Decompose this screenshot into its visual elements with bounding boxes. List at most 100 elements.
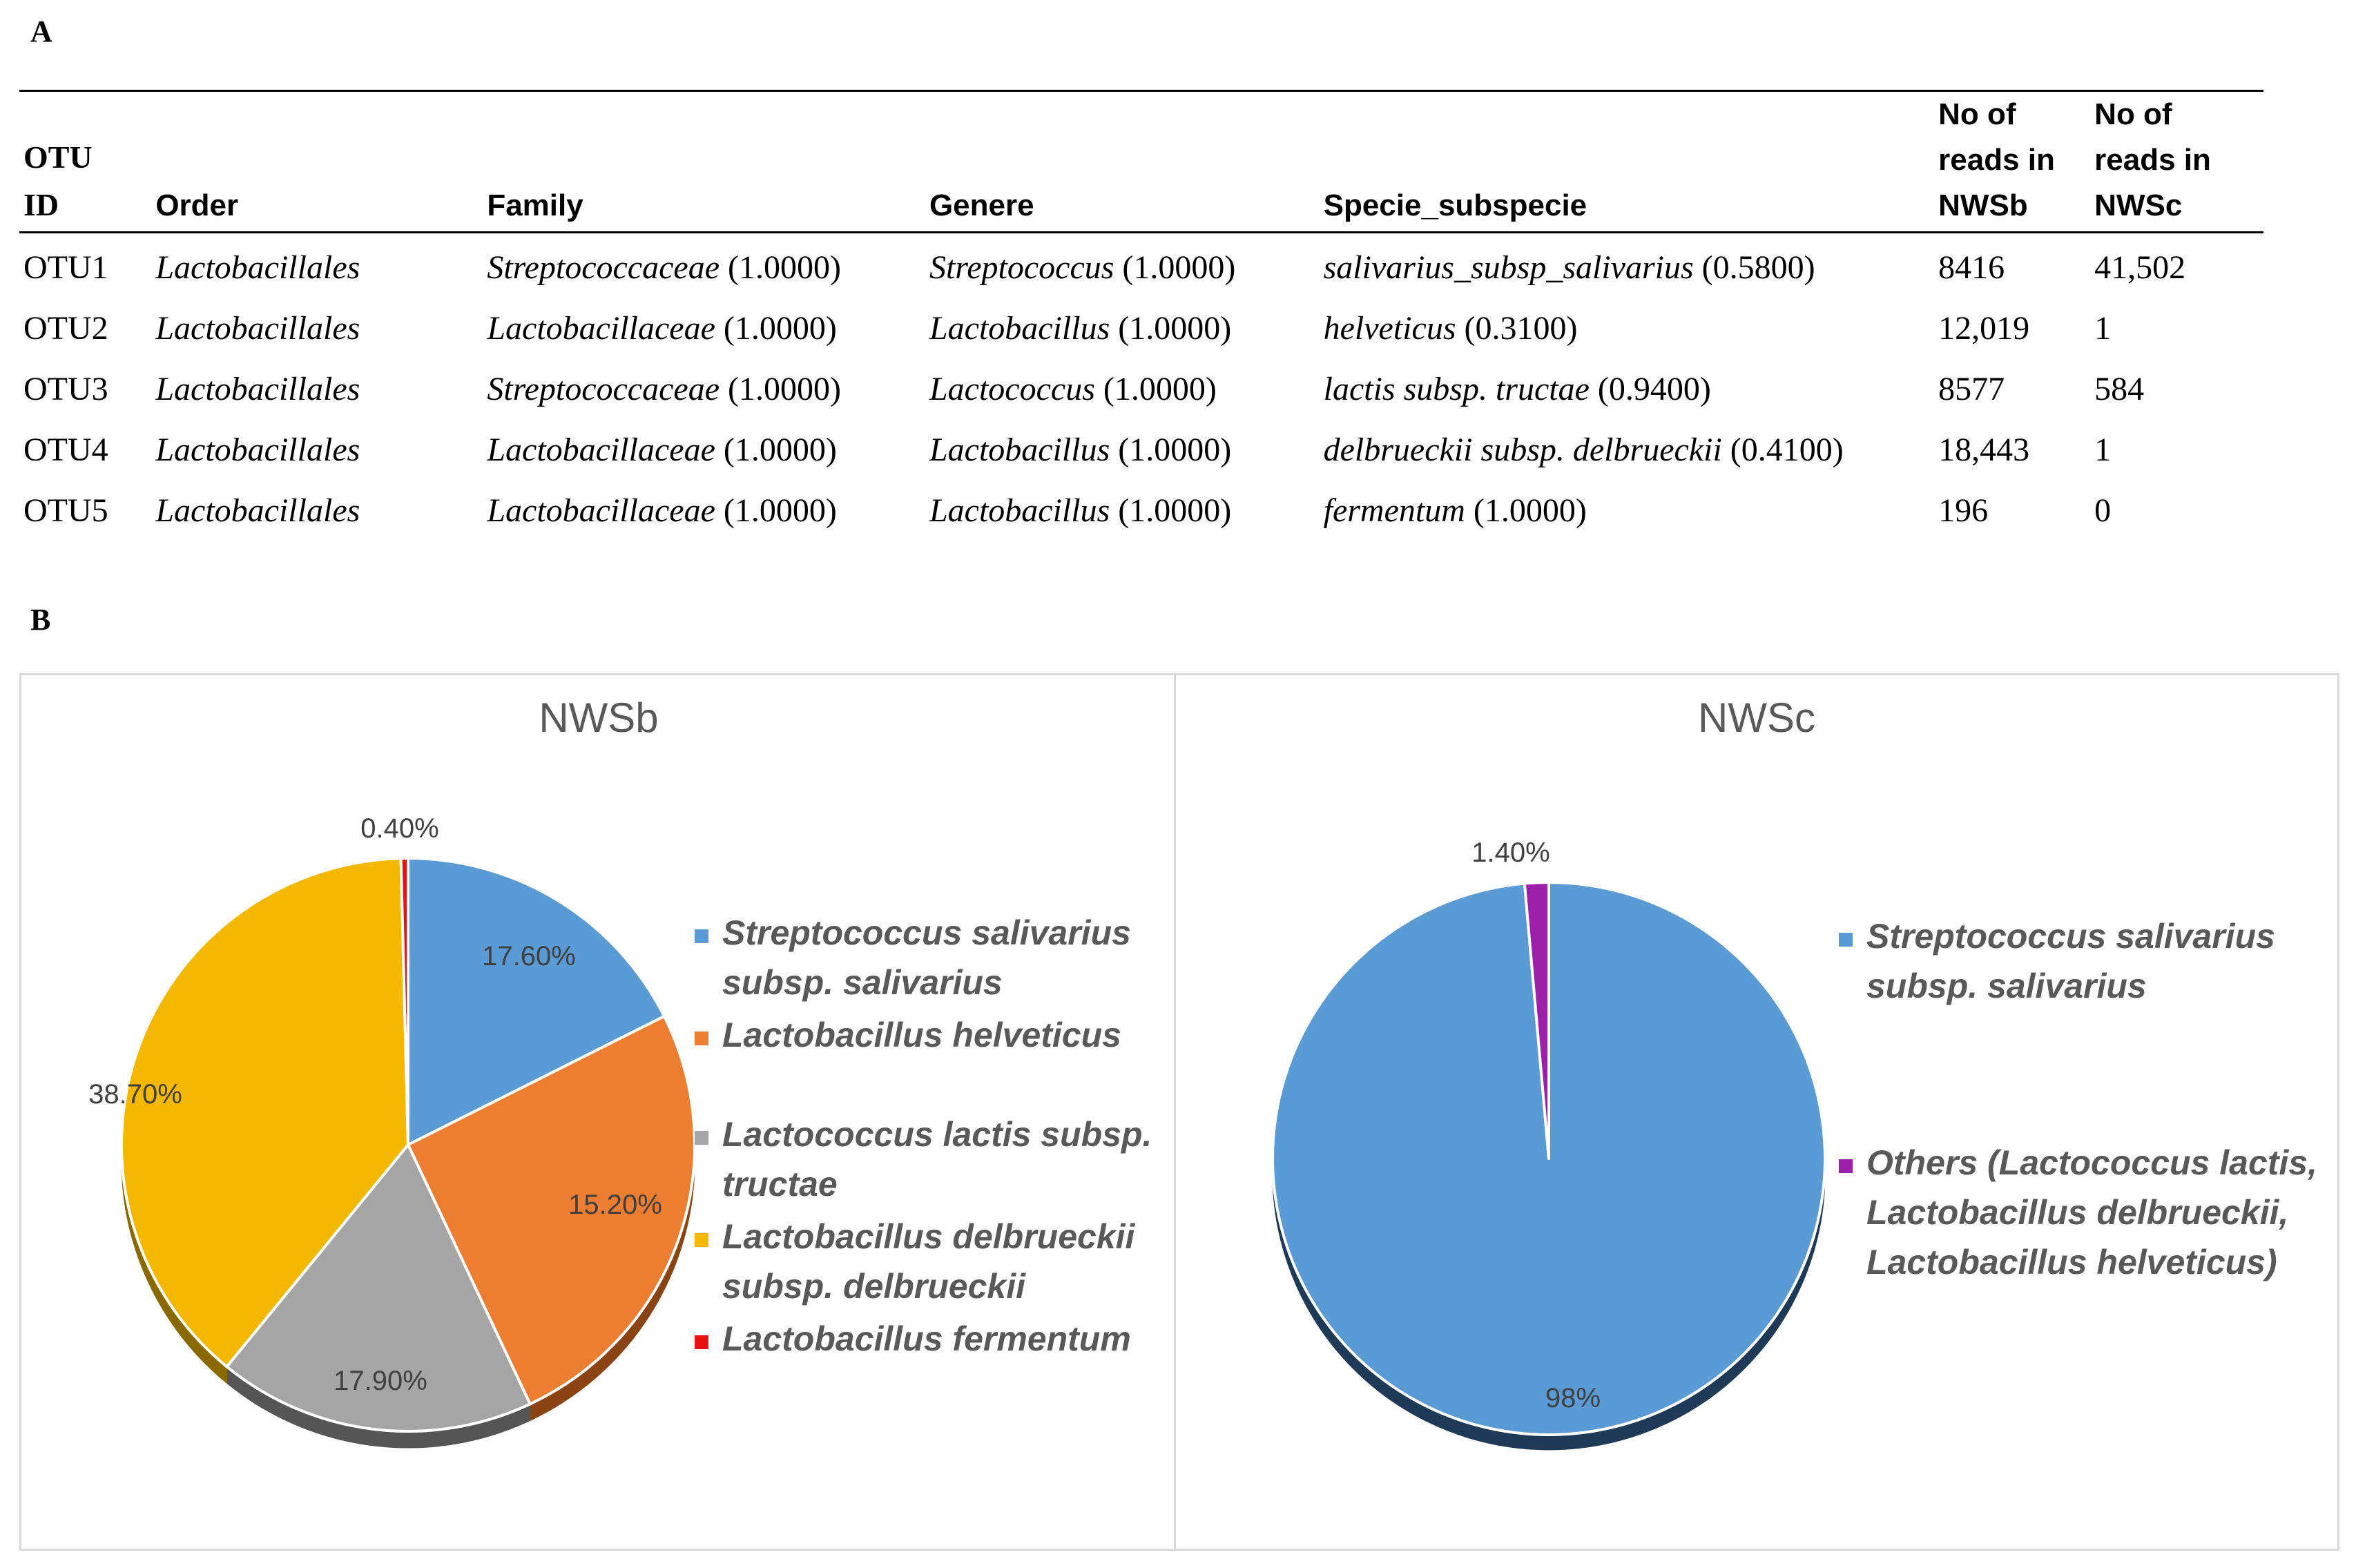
pie-slice: [399, 857, 409, 1146]
cell-genere: Lactobacillus (1.0000): [925, 420, 1320, 481]
cell-order: Lactobacillales: [151, 233, 483, 299]
legend-entry: Streptococcus salivarius: [1866, 917, 2275, 956]
cell-genere-genere: Lactobacillus: [929, 432, 1110, 468]
cell-order: Lactobacillales: [151, 298, 483, 359]
cell-otu-id-otu: OTU1: [23, 249, 108, 286]
cell-nwsb-nwsb: 8577: [1938, 371, 2005, 407]
legend-swatch: [1839, 1159, 1853, 1173]
cell-otu-id-otu: OTU2: [23, 310, 108, 347]
legend-entry: subsp. delbrueckii: [722, 1267, 1026, 1306]
cell-family-family: Lactobacillaceae: [487, 310, 715, 347]
cell-nwsc: 584: [2090, 359, 2263, 420]
cell-nwsb: 12,019: [1934, 298, 2090, 359]
cell-specie-specie: helveticus: [1323, 310, 1456, 347]
table-row: OTU5 Lactobacillales Lactobacillaceae (1.0…: [19, 481, 2263, 541]
header-genere: Genere: [925, 90, 1320, 233]
cell-family: Lactobacillaceae (1.0000): [483, 298, 925, 359]
cell-order: Lactobacillales: [151, 359, 483, 420]
cell-genere-genere-score: (1.0000): [1122, 249, 1236, 286]
header-nwsb: No of reads in NWSb: [1934, 90, 2091, 233]
cell-specie-specie-score: (0.3100): [1464, 310, 1578, 347]
legend-swatch: [695, 929, 708, 943]
header-otu-id: OTU ID: [19, 90, 152, 233]
legend: Streptococcus salivarius subsp. salivariu…: [1839, 917, 2317, 1281]
nwsb-chart-area: NWSb 17.60% 15.20% 17.90% 38.70% 0.40% Strepto…: [19, 673, 1178, 1551]
pie-slice: [407, 1014, 696, 1406]
cell-genere-genere: Lactobacillus: [929, 310, 1110, 347]
data-label: 98%: [1545, 1383, 1601, 1413]
cell-nwsb: 8577: [1934, 359, 2090, 420]
cell-nwsc: 41,502: [2090, 233, 2263, 299]
nwsc-chart-area: NWSc 98% 1.40% Streptococcus salivarius subs…: [1174, 673, 2339, 1551]
table-row: OTU3 Lactobacillales Streptococcaceae (1.0…: [19, 359, 2263, 420]
legend-entry: Others (Lactococcus lactis,: [1866, 1143, 2317, 1182]
cell-family: Streptococcaceae (1.0000): [483, 359, 925, 420]
legend-swatch: [1839, 933, 1853, 947]
cell-nwsb: 18,443: [1934, 420, 2090, 481]
cell-specie: lactis subsp. tructae (0.9400): [1320, 359, 1935, 420]
cell-otu-id: OTU2: [19, 298, 151, 359]
cell-specie: salivarius_subsp_salivarius (0.5800): [1320, 233, 1935, 299]
table-row: OTU2 Lactobacillales Lactobacillaceae (1.0…: [19, 298, 2263, 359]
legend-swatch: [695, 1131, 708, 1145]
cell-specie: fermentum (1.0000): [1320, 481, 1935, 541]
legend-entry: Lactobacillus helveticus): [1866, 1243, 2277, 1281]
pie-slice: [407, 857, 666, 1146]
cell-family-family: Lactobacillaceae: [487, 492, 715, 529]
data-label: 17.60%: [482, 941, 576, 971]
pie-slice: [120, 857, 409, 1368]
cell-otu-id: OTU3: [19, 359, 151, 420]
cell-nwsc: 1: [2090, 298, 2263, 359]
data-label: 1.40%: [1471, 838, 1549, 868]
cell-genere-genere: Lactococcus: [929, 371, 1095, 407]
cell-specie-specie-score: (0.4100): [1730, 432, 1844, 468]
header-nwsc: No of reads in NWSc: [2090, 90, 2263, 233]
nwsc-pie-chart: NWSc 98% 1.40% Streptococcus salivarius subs…: [1271, 695, 2317, 1451]
data-label: 38.70%: [88, 1079, 182, 1110]
legend-entry: Lactobacillus helveticus: [722, 1016, 1121, 1054]
panel-b-label: B: [30, 603, 51, 637]
cell-family: Streptococcaceae (1.0000): [483, 233, 925, 299]
cell-family-family: Lactobacillaceae: [487, 432, 715, 468]
cell-genere-genere-score: (1.0000): [1118, 310, 1232, 347]
cell-order-order: Lactobacillales: [155, 492, 360, 529]
data-label: 17.90%: [334, 1366, 427, 1396]
legend-entry: Lactobacillus fermentum: [722, 1319, 1131, 1358]
legend-entry: Lactobacillus delbrueckii: [722, 1217, 1136, 1256]
legend-entry: subsp. salivarius: [722, 963, 1003, 1002]
cell-nwsc: 0: [2090, 481, 2263, 541]
cell-otu-id-otu: OTU3: [23, 371, 108, 407]
cell-genere-genere: Streptococcus: [929, 249, 1114, 286]
cell-family-family-score: (1.0000): [723, 432, 837, 468]
cell-family-family: Streptococcaceae: [487, 249, 720, 286]
cell-genere: Streptococcus (1.0000): [925, 233, 1320, 299]
legend-entry: Lactococcus lactis subsp.: [722, 1115, 1152, 1154]
cell-family-family-score: (1.0000): [723, 310, 837, 347]
chart-title: NWSb: [539, 695, 658, 741]
cell-genere: Lactobacillus (1.0000): [925, 481, 1320, 541]
cell-genere-genere-score: (1.0000): [1103, 371, 1217, 407]
cell-nwsb-nwsb: 12,019: [1938, 310, 2030, 347]
cell-otu-id: OTU1: [19, 233, 151, 299]
cell-nwsb-nwsb: 196: [1938, 492, 1989, 529]
cell-specie: delbrueckii subsp. delbrueckii (0.4100): [1320, 420, 1935, 481]
panel-a-label: A: [30, 14, 52, 48]
cell-family: Lactobacillaceae (1.0000): [483, 420, 925, 481]
legend-entry: Streptococcus salivarius: [722, 913, 1131, 952]
otu-table: OTU ID Order Family Genere Specie_subspec…: [19, 90, 2263, 541]
cell-otu-id: OTU4: [19, 420, 151, 481]
cell-specie-specie: delbrueckii subsp. delbrueckii: [1323, 432, 1722, 468]
data-label: 0.40%: [360, 813, 438, 844]
cell-specie-specie-score: (1.0000): [1473, 492, 1587, 529]
cell-otu-id-otu: OTU5: [23, 492, 108, 529]
cell-specie-specie: salivarius_subsp_salivarius: [1323, 249, 1694, 286]
cell-specie-specie-score: (0.9400): [1597, 371, 1711, 407]
data-label: 15.20%: [568, 1190, 662, 1220]
cell-nwsc: 1: [2090, 420, 2263, 481]
table-row: OTU1 Lactobacillales Streptococcaceae (1.0…: [19, 233, 2263, 299]
header-order: Order: [151, 90, 483, 233]
cell-specie-specie-score: (0.5800): [1701, 249, 1815, 286]
cell-nwsb-nwsb: 8416: [1938, 249, 2005, 286]
cell-nwsc-nwsc: 41,502: [2094, 249, 2186, 286]
cell-specie-specie: lactis subsp. tructae: [1323, 371, 1590, 407]
